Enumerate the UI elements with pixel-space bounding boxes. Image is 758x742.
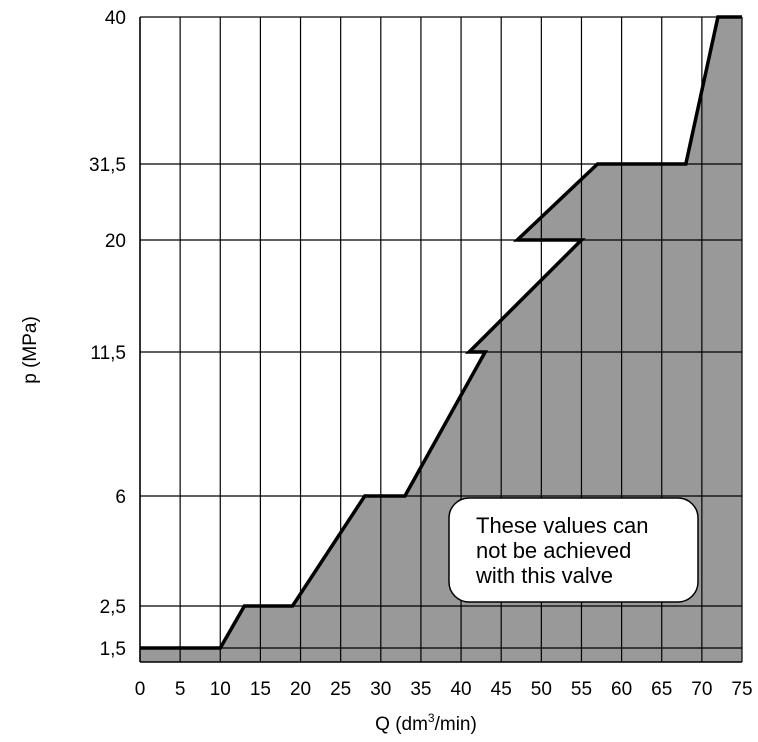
y-tick-label: 31,5 (89, 155, 126, 176)
y-tick-label: 40 (105, 8, 126, 29)
y-tick-label: 1,5 (100, 639, 126, 660)
x-axis-label: Q (dm3/min) (375, 711, 477, 735)
x-tick-label: 15 (250, 679, 271, 700)
annotation-line-1: These values can (476, 513, 648, 538)
x-tick-label: 5 (175, 679, 186, 700)
x-axis-label-main: Q (dm (375, 714, 428, 735)
x-tick-label: 30 (370, 679, 391, 700)
x-axis-label-unit: /min) (435, 714, 477, 735)
x-tick-label: 20 (290, 679, 311, 700)
y-tick-label: 2,5 (100, 597, 126, 618)
x-tick-label: 35 (410, 679, 431, 700)
x-tick-label: 70 (691, 679, 712, 700)
annotation-line-3: with this valve (475, 563, 613, 588)
y-tick-label: 11,5 (90, 343, 126, 364)
x-tick-label: 25 (330, 679, 351, 700)
x-axis-label-superscript: 3 (428, 711, 435, 725)
x-tick-label: 75 (731, 679, 752, 700)
annotation-box: These values can not be achieved with th… (448, 497, 699, 603)
boundary-layer (140, 15, 742, 650)
x-tick-labels: 0 5 10 15 20 25 30 35 40 45 50 55 60 65 70 75 (135, 679, 753, 700)
x-tick-label: 50 (531, 679, 552, 700)
x-tick-label: 10 (210, 679, 231, 700)
x-tick-label: 40 (450, 679, 471, 700)
x-tick-label: 0 (135, 679, 146, 700)
boundary-line (140, 15, 742, 650)
y-tick-labels: 1,5 2,5 6 11,5 20 31,5 40 (89, 8, 126, 660)
x-tick-label: 45 (491, 679, 512, 700)
y-tick-label: 20 (105, 231, 126, 252)
x-tick-label: 60 (611, 679, 632, 700)
annotation-line-2: not be achieved (476, 538, 631, 563)
x-tick-label: 55 (571, 679, 592, 700)
x-tick-label: 65 (651, 679, 672, 700)
y-axis-label: p (MPa) (20, 316, 41, 384)
annotation-box-frame (448, 497, 699, 603)
y-tick-label: 6 (115, 487, 126, 508)
